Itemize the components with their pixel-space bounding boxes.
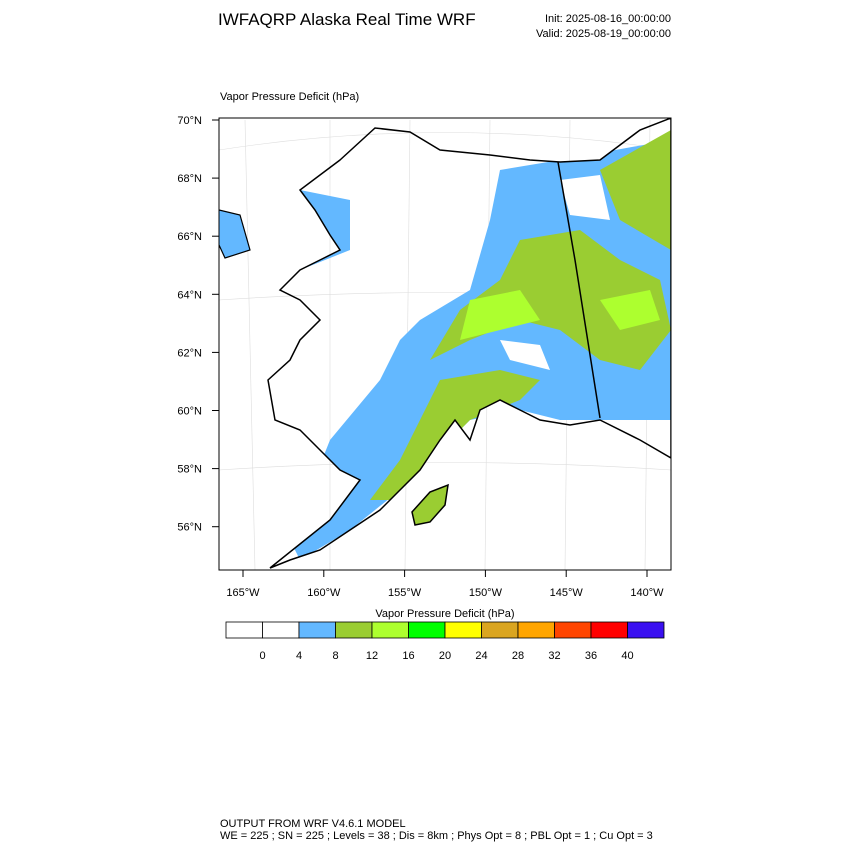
map-title: Vapor Pressure Deficit (hPa) [220, 91, 359, 103]
colorbar-box [262, 621, 300, 639]
lat-labels: 70°N 68°N 66°N 64°N 62°N 60°N 58°N 56°N [177, 115, 219, 534]
colorbar-box [408, 621, 446, 639]
lon-label: 165°W [226, 587, 260, 599]
lat-label: 58°N [177, 464, 202, 476]
lon-label: 155°W [388, 587, 422, 599]
colorbar-box [517, 621, 555, 639]
colorbar-box [298, 621, 336, 639]
lat-label: 62°N [177, 347, 202, 359]
valid-time: Valid: 2025-08-19_00:00:00 [536, 28, 671, 40]
colorbar-label: 20 [439, 650, 451, 662]
colorbar-title: Vapor Pressure Deficit (hPa) [375, 608, 514, 620]
colorbar-label: 16 [402, 650, 414, 662]
border [557, 161, 601, 419]
colorbar-label: 12 [366, 650, 378, 662]
map-frame [218, 117, 672, 571]
colorbar-box [225, 621, 263, 639]
kodiak-island [411, 483, 449, 526]
colorbar-label: 28 [512, 650, 524, 662]
colorbar-box [444, 621, 482, 639]
colorbar-label: 24 [475, 650, 487, 662]
vpd-field [290, 130, 671, 560]
colorbar-box [554, 621, 592, 639]
lon-label: 140°W [630, 587, 664, 599]
colorbar-box [335, 621, 373, 639]
map [219, 118, 671, 570]
lat-label: 56°N [177, 522, 202, 534]
footer-line: OUTPUT FROM WRF V4.6.1 MODEL [220, 818, 406, 830]
colorbar-label: 40 [621, 650, 633, 662]
lat-label: 64°N [177, 289, 202, 301]
lat-label: 66°N [177, 231, 202, 243]
lon-label: 145°W [550, 587, 584, 599]
title: IWFAQRP Alaska Real Time WRF [218, 10, 476, 29]
colorbar-label: 8 [332, 650, 338, 662]
footer-line: WE = 225 ; SN = 225 ; Levels = 38 ; Dis … [220, 830, 653, 842]
colorbar-label: 36 [585, 650, 597, 662]
lat-label: 68°N [177, 173, 202, 185]
lat-label: 70°N [177, 115, 202, 127]
colorbar-label: 32 [548, 650, 560, 662]
lon-label: 150°W [469, 587, 503, 599]
lon-label: 160°W [307, 587, 341, 599]
colorbar-box [627, 621, 665, 639]
colorbar-box [371, 621, 409, 639]
lat-label: 60°N [177, 406, 202, 418]
colorbar-label: 4 [296, 650, 302, 662]
init-time: Init: 2025-08-16_00:00:00 [545, 13, 671, 25]
colorbar-label: 0 [259, 650, 265, 662]
colorbar-box [590, 621, 628, 639]
colorbar: 0 4 8 12 16 20 24 28 32 36 40 [225, 621, 665, 662]
colorbar-box [481, 621, 519, 639]
lon-labels: 165°W 160°W 155°W 150°W 145°W 140°W [226, 570, 664, 599]
